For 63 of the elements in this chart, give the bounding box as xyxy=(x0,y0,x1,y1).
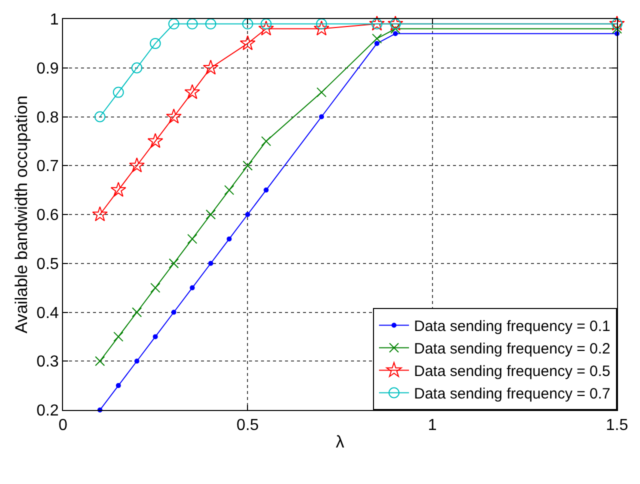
point xyxy=(113,332,124,342)
point xyxy=(226,236,232,242)
point xyxy=(94,356,105,366)
legend-label: Data sending frequency = 0.1 xyxy=(414,318,610,336)
point xyxy=(152,334,158,340)
point xyxy=(110,182,126,197)
point xyxy=(129,157,145,172)
point xyxy=(316,87,327,98)
point xyxy=(390,24,400,34)
point xyxy=(374,40,380,46)
point xyxy=(134,358,140,364)
point xyxy=(150,38,161,49)
point xyxy=(190,285,195,290)
y-tick-label: 0.7 xyxy=(36,158,59,176)
point xyxy=(132,307,142,318)
point xyxy=(258,20,274,36)
point xyxy=(131,62,142,74)
point xyxy=(319,114,324,120)
point xyxy=(242,160,253,171)
point xyxy=(168,18,180,30)
point xyxy=(208,260,214,266)
y-tick-label: 0.5 xyxy=(36,256,59,273)
point xyxy=(240,35,256,50)
point xyxy=(148,132,164,148)
legend-label: Data sending frequency = 0.5 xyxy=(414,363,610,380)
point xyxy=(205,18,216,30)
legend-label: Data sending frequency = 0.7 xyxy=(414,386,610,403)
x-tick-label: 1.5 xyxy=(606,417,628,434)
point xyxy=(224,185,234,196)
point xyxy=(202,60,219,75)
point xyxy=(314,20,330,36)
y-tick-label: 0.9 xyxy=(36,60,59,78)
point xyxy=(242,18,254,30)
legend-label: Data sending frequency = 0.2 xyxy=(414,340,610,358)
point xyxy=(184,84,200,100)
point xyxy=(166,108,182,124)
point xyxy=(206,210,216,220)
x-tick-label: 1 xyxy=(428,417,437,434)
y-tick-label: 0.8 xyxy=(36,109,59,126)
point xyxy=(187,234,198,244)
point xyxy=(112,86,124,98)
y-tick-label: 0.2 xyxy=(36,402,59,420)
y-tick-label: 0.3 xyxy=(36,354,59,371)
point xyxy=(94,111,106,122)
x-axis-title: λ xyxy=(336,432,345,452)
point xyxy=(392,31,398,36)
point xyxy=(245,212,250,217)
point xyxy=(92,206,108,222)
x-tick-label: 0 xyxy=(58,417,68,434)
point xyxy=(261,136,272,146)
point xyxy=(612,24,622,34)
point xyxy=(264,188,269,193)
point xyxy=(186,18,198,30)
y-tick-label: 0.4 xyxy=(36,304,59,322)
point xyxy=(372,34,382,44)
point xyxy=(116,383,121,388)
y-tick-label: 0.6 xyxy=(36,207,59,224)
x-tick-label: 0.5 xyxy=(236,417,259,434)
point xyxy=(168,258,179,268)
point xyxy=(150,282,160,293)
y-axis-title: Available bandwidth occupation xyxy=(12,96,32,334)
y-tick-label: 1 xyxy=(50,12,59,29)
point xyxy=(171,310,176,315)
